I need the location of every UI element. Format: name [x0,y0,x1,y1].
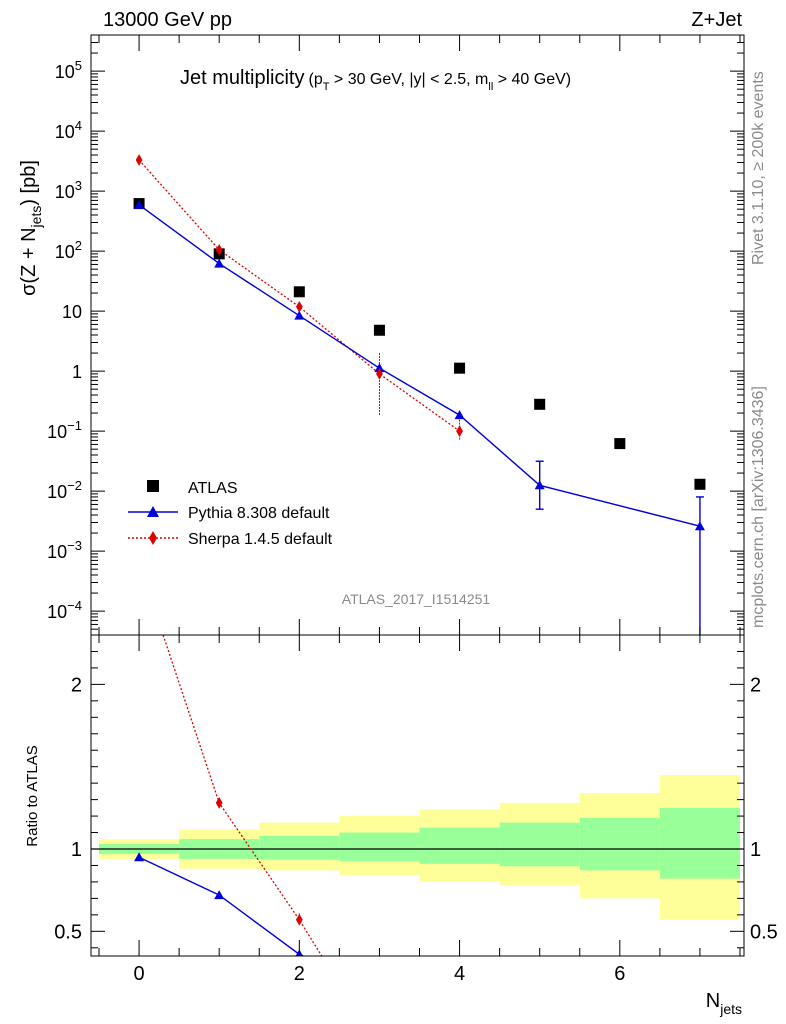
bottom-plot-frame [90,634,745,957]
x-axis-title: Njets [706,990,742,1017]
legend-sherpa-label: Sherpa 1.4.5 default [188,531,333,548]
y-tick-label-1e3: 103 [55,178,82,202]
ratio-y-tick-label-1-left: 1 [71,839,82,861]
sherpa-point-4 [456,425,463,437]
legend-pythia-label: Pythia 8.308 default [188,505,330,522]
ratio-y-tick-label-2-right: 2 [750,674,761,696]
atlas-point-3 [373,324,385,336]
y-tick-label-10: 10 [62,302,82,322]
top-panel: 105 104 103 102 10 1 10−1 10−2 10−3 10−4… [18,34,745,636]
atlas-point-6 [614,438,626,450]
ratio-sherpa-point-2 [295,913,303,926]
mcplots-reference-label: mcplots.cern.ch [arXiv:1306.3436] [750,386,767,628]
y-tick-label-1em3: 10−3 [47,538,82,562]
top-data-layer [133,154,706,635]
ratio-band-inner-bin-6 [579,817,660,871]
pythia-point-5 [534,480,545,490]
legend-atlas-marker [147,480,159,492]
ratio-sherpa-line [162,635,323,956]
ratio-y-tick-label-1-right: 1 [750,839,761,861]
ratio-sherpa-point-1 [215,797,223,809]
y-tick-label-1e5: 105 [55,58,82,82]
pythia-point-2 [294,310,305,320]
ratio-y-tick-label-05-right: 0.5 [750,921,778,943]
pythia-point-3 [374,363,385,373]
y-tick-label-1: 1 [72,362,82,382]
plot-title: Jet multiplicity (pT > 30 GeV, |y| < 2.5,… [180,67,571,93]
sherpa-point-0 [135,154,143,166]
x-tick-label-0: 0 [134,963,145,985]
sherpa-point-1 [215,244,223,256]
ratio-y-tick-label-05-left: 0.5 [54,921,82,943]
ratio-pythia-point-1 [214,890,225,900]
y-tick-label-1em1: 10−1 [47,418,82,442]
top-y-axis-title: σ(Z + Njets) [pb] [18,160,44,296]
top-axis-ticks [91,34,744,636]
ratio-pythia-line [138,856,304,956]
ratio-band-inner-bin-2 [259,835,340,860]
ratio-y-axis-title: Ratio to ATLAS [24,745,41,846]
pythia-point-1 [214,258,225,268]
sherpa-point-3 [376,368,383,380]
header-energy-label: 13000 GeV pp [103,9,232,31]
pythia-point-4 [454,410,465,420]
atlas-point-7 [694,478,706,490]
header-process-label: Z+Jet [691,9,742,31]
ratio-band-inner-bin-4 [419,827,500,864]
x-tick-label-4: 4 [454,963,465,985]
legend-atlas-label: ATLAS [188,480,238,497]
atlas-point-2 [293,286,305,298]
x-tick-label-6: 6 [614,963,625,985]
ratio-band-inner-bin-7 [659,807,740,879]
analysis-watermark: ATLAS_2017_I1514251 [342,591,491,607]
legend-pythia-marker [147,506,159,517]
bottom-panel: 2 1 0.5 2 1 0.5 Ratio to ATLAS 0 2 4 6 N… [24,634,778,1017]
atlas-point-4 [454,362,466,374]
legend-sherpa-marker [149,531,157,545]
ratio-band-inner-bin-3 [339,832,420,862]
bottom-data-layer [91,635,744,956]
ratio-band-inner-bin-5 [499,822,580,867]
y-tick-label-1e4: 104 [55,118,82,142]
sherpa-point-2 [295,300,303,313]
y-tick-label-1e2: 102 [55,238,82,262]
ratio-y-tick-label-2-left: 2 [71,674,82,696]
bottom-axis-ticks [91,635,744,956]
pythia-point-0 [134,199,145,209]
atlas-point-5 [534,398,546,410]
y-tick-label-1em4: 10−4 [47,598,82,622]
sherpa-line [138,159,460,432]
y-tick-label-1em2: 10−2 [47,478,82,502]
pythia-point-7 [694,521,705,531]
rivet-version-label: Rivet 3.1.10, ≥ 200k events [750,71,767,265]
ratio-pythia-point-0 [134,852,145,862]
x-tick-label-2: 2 [294,963,305,985]
legend: ATLAS Pythia 8.308 default Sherpa 1.4.5 … [128,480,333,548]
